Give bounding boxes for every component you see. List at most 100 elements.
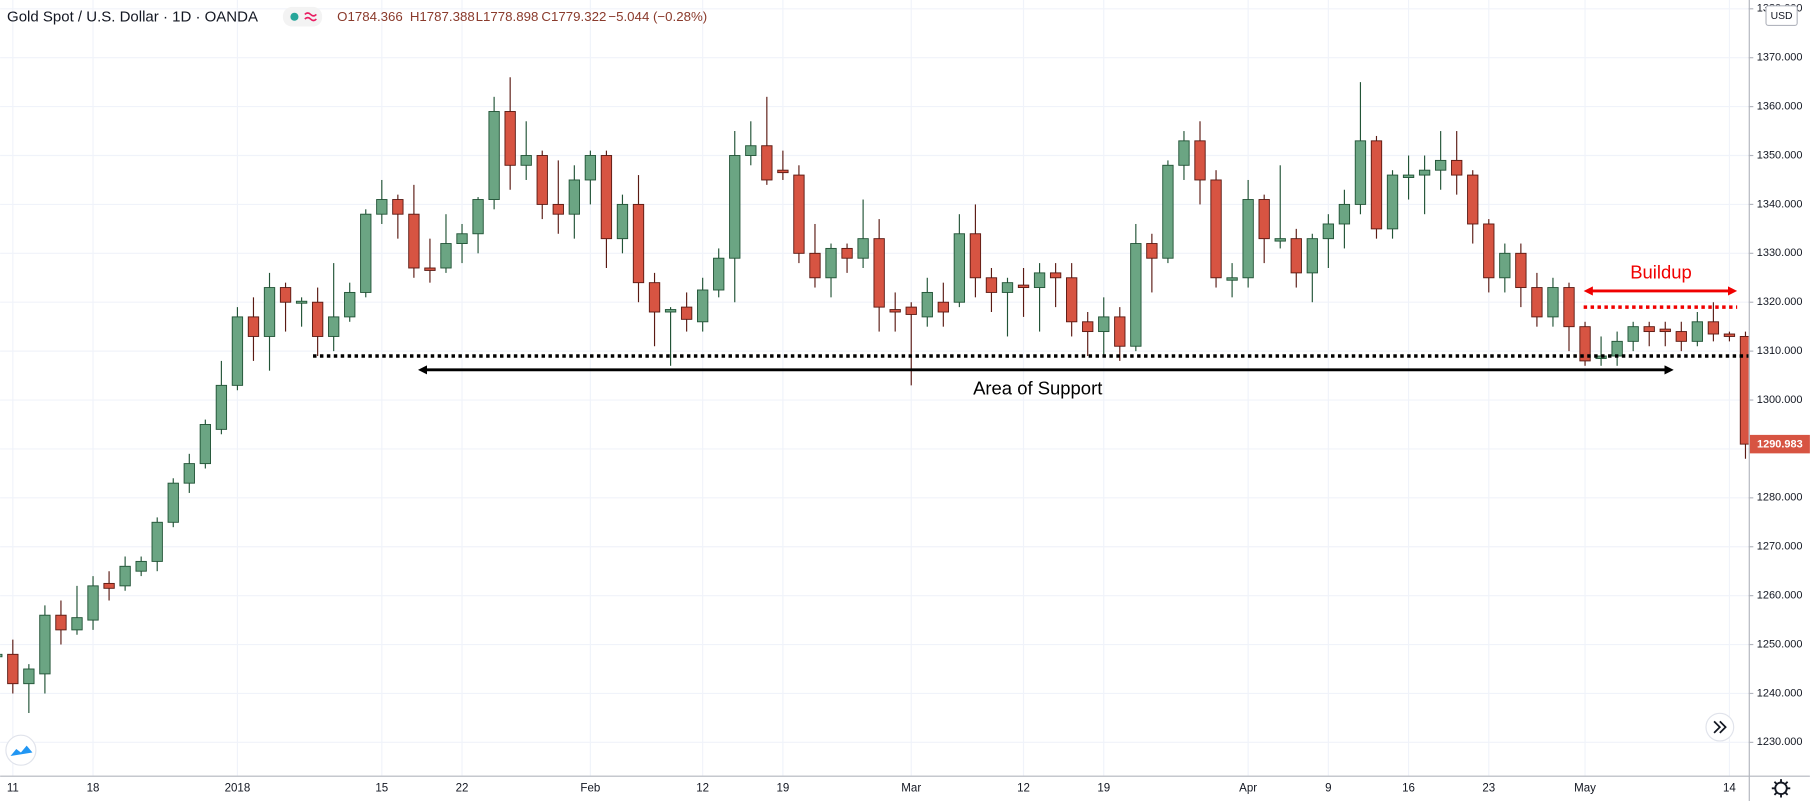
candle-body bbox=[1707, 321, 1720, 335]
logo-circle[interactable] bbox=[5, 734, 37, 766]
candle-body bbox=[440, 243, 452, 269]
candle-body bbox=[7, 653, 19, 685]
candle-body bbox=[472, 199, 484, 235]
candle-body bbox=[55, 614, 67, 631]
candle-body bbox=[761, 145, 773, 181]
candle-body bbox=[1098, 316, 1110, 333]
candle-body bbox=[504, 111, 516, 166]
y-tick-label: 1330.000 bbox=[1757, 247, 1803, 259]
x-tick-label: 22 bbox=[456, 782, 469, 794]
plot-area bbox=[0, 77, 1749, 714]
candle-body bbox=[1146, 243, 1158, 259]
x-tick-label: 12 bbox=[1017, 782, 1030, 794]
candle-body bbox=[488, 111, 500, 200]
candle-body bbox=[456, 233, 468, 245]
candle-body bbox=[1274, 238, 1286, 242]
legend-low: L1778.898 bbox=[476, 9, 539, 24]
candle-body bbox=[552, 203, 564, 215]
x-tick-label: Apr bbox=[1239, 782, 1257, 794]
candle-body bbox=[1033, 272, 1046, 289]
y-tick-label: 1320.000 bbox=[1757, 296, 1803, 308]
candle-body bbox=[1739, 335, 1749, 445]
status-badge[interactable] bbox=[282, 6, 323, 27]
candle-body bbox=[167, 482, 179, 523]
candle-body bbox=[103, 582, 115, 589]
candle-body bbox=[1451, 159, 1463, 176]
candle-body bbox=[520, 155, 532, 166]
candle-body bbox=[825, 247, 837, 279]
x-tick-label: 18 bbox=[87, 782, 100, 794]
scroll-icon bbox=[1713, 720, 1727, 734]
support-label: Area of Support bbox=[973, 377, 1102, 398]
candle-body bbox=[71, 617, 83, 631]
candle-body bbox=[376, 199, 388, 215]
candle-body bbox=[680, 306, 693, 320]
candle-body bbox=[1242, 199, 1254, 279]
candle-body bbox=[39, 614, 51, 675]
candle-body bbox=[1402, 174, 1415, 178]
candle-body bbox=[1306, 238, 1318, 274]
candle-body bbox=[119, 565, 131, 587]
candle-body bbox=[713, 257, 725, 291]
candle-body bbox=[295, 300, 308, 304]
currency-box[interactable] bbox=[1765, 5, 1798, 26]
candle-body bbox=[616, 203, 629, 240]
candle-body bbox=[1547, 287, 1559, 318]
candle-body bbox=[1338, 203, 1351, 225]
header-icons[interactable] bbox=[282, 6, 323, 27]
candle-body bbox=[857, 238, 869, 259]
candle-body bbox=[1675, 331, 1687, 342]
x-tick-label: 23 bbox=[1482, 782, 1495, 794]
x-tick-label: 12 bbox=[696, 782, 709, 794]
x-tick-label: 16 bbox=[1402, 782, 1415, 794]
candle-body bbox=[729, 155, 741, 259]
candle-body bbox=[777, 169, 789, 174]
settings-button[interactable] bbox=[1771, 779, 1791, 798]
candle-body bbox=[1418, 169, 1431, 176]
y-tick-label: 1360.000 bbox=[1757, 101, 1803, 113]
y-tick-label: 1300.000 bbox=[1757, 394, 1803, 406]
candle-body bbox=[664, 309, 677, 313]
candle-body bbox=[344, 291, 356, 318]
candle-body bbox=[23, 668, 35, 685]
candle-body bbox=[1434, 159, 1447, 171]
candle-body bbox=[873, 238, 885, 308]
candle-body bbox=[1082, 321, 1094, 333]
legend-change: −5.044 (−0.28%) bbox=[608, 9, 707, 24]
symbol-title: Gold Spot / U.S. Dollar · 1D · OANDA bbox=[7, 8, 258, 25]
axes: 1230.000 1240.000 1250.000 1260.000 1270.000… bbox=[7, 3, 1810, 794]
logo-button[interactable] bbox=[5, 734, 37, 766]
candle-body bbox=[360, 213, 372, 293]
candle-body bbox=[953, 233, 966, 303]
candle-body bbox=[263, 287, 276, 337]
candle-body bbox=[1194, 140, 1206, 181]
gear-teeth bbox=[1771, 779, 1791, 798]
scroll-button[interactable] bbox=[1705, 712, 1735, 742]
candle-body bbox=[1659, 328, 1671, 333]
x-tick-label: 19 bbox=[1097, 782, 1110, 794]
candle-body bbox=[1723, 333, 1736, 337]
candle-body bbox=[841, 247, 853, 259]
y-tick-label: 1250.000 bbox=[1757, 638, 1803, 650]
candle-body bbox=[1290, 238, 1302, 274]
candle-body bbox=[568, 179, 580, 215]
y-tick-label: 1350.000 bbox=[1757, 149, 1803, 161]
x-tick-label: Feb bbox=[580, 782, 600, 794]
candle-body bbox=[905, 306, 917, 315]
legend-high: H1787.388 bbox=[410, 9, 475, 24]
last-price-tag bbox=[1749, 434, 1810, 454]
y-tick-label: 1260.000 bbox=[1757, 590, 1803, 602]
x-tick-label: Mar bbox=[901, 782, 921, 794]
candle-body bbox=[985, 277, 998, 293]
candle-body bbox=[1579, 326, 1591, 362]
candle-body bbox=[1130, 243, 1142, 347]
candle-body bbox=[1499, 252, 1511, 279]
y-tick-label: 1280.000 bbox=[1757, 492, 1803, 504]
candle-body bbox=[648, 282, 661, 313]
y-tick-label: 1310.000 bbox=[1757, 345, 1803, 357]
candle-body bbox=[87, 585, 99, 621]
candle-body bbox=[1066, 277, 1078, 323]
candle-body bbox=[1049, 272, 1062, 279]
candle-body bbox=[1178, 140, 1190, 166]
candle-body bbox=[921, 291, 933, 318]
